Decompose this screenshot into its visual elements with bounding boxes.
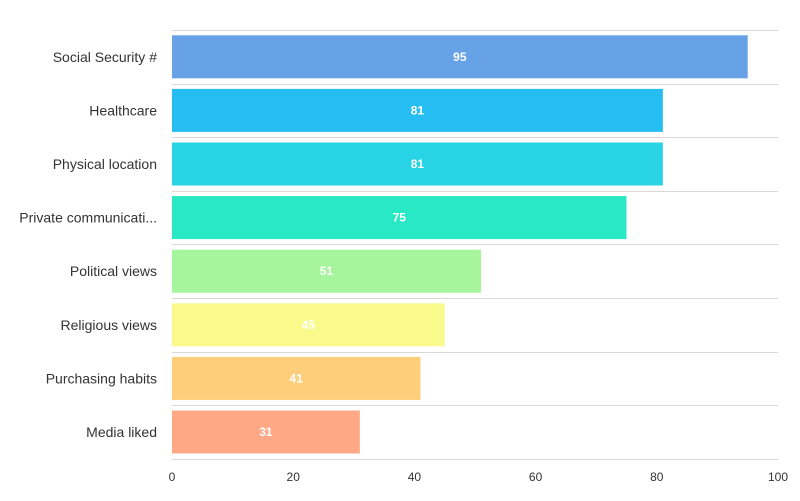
data-label-layer: 95 81 81 75 51 45 41 31 bbox=[259, 50, 467, 439]
bar bbox=[172, 88, 663, 132]
data-label: 51 bbox=[320, 264, 334, 278]
category-label: Political views bbox=[70, 263, 157, 279]
category-label: Religious views bbox=[61, 317, 157, 333]
category-label: Physical location bbox=[53, 156, 157, 172]
bar-layer bbox=[172, 35, 748, 454]
category-label: Social Security # bbox=[53, 49, 157, 65]
x-tick-label: 80 bbox=[650, 470, 664, 484]
category-label: Healthcare bbox=[89, 102, 157, 118]
data-label: 81 bbox=[411, 103, 425, 117]
data-label: 75 bbox=[393, 211, 407, 225]
data-label: 31 bbox=[259, 425, 273, 439]
x-tick-label: 60 bbox=[529, 470, 543, 484]
bar bbox=[172, 142, 663, 186]
bar bbox=[172, 410, 360, 454]
bar bbox=[172, 196, 627, 240]
category-label: Private communicati... bbox=[19, 210, 157, 226]
bar bbox=[172, 356, 421, 400]
grid-layer bbox=[172, 30, 778, 460]
bar bbox=[172, 249, 482, 293]
bar bbox=[172, 303, 445, 347]
data-label: 41 bbox=[290, 371, 304, 385]
x-axis-tick-layer: 0 20 40 60 80 100 bbox=[169, 470, 789, 484]
x-tick-label: 40 bbox=[408, 470, 422, 484]
x-tick-label: 0 bbox=[169, 470, 176, 484]
x-tick-label: 20 bbox=[287, 470, 301, 484]
category-label: Purchasing habits bbox=[46, 370, 157, 386]
bar bbox=[172, 35, 748, 79]
category-label-layer: Social Security # Healthcare Physical loca… bbox=[19, 49, 157, 440]
x-tick-label: 100 bbox=[768, 470, 788, 484]
category-label: Media liked bbox=[86, 424, 157, 440]
data-label: 81 bbox=[411, 157, 425, 171]
data-label: 45 bbox=[302, 318, 316, 332]
data-label: 95 bbox=[453, 50, 467, 64]
